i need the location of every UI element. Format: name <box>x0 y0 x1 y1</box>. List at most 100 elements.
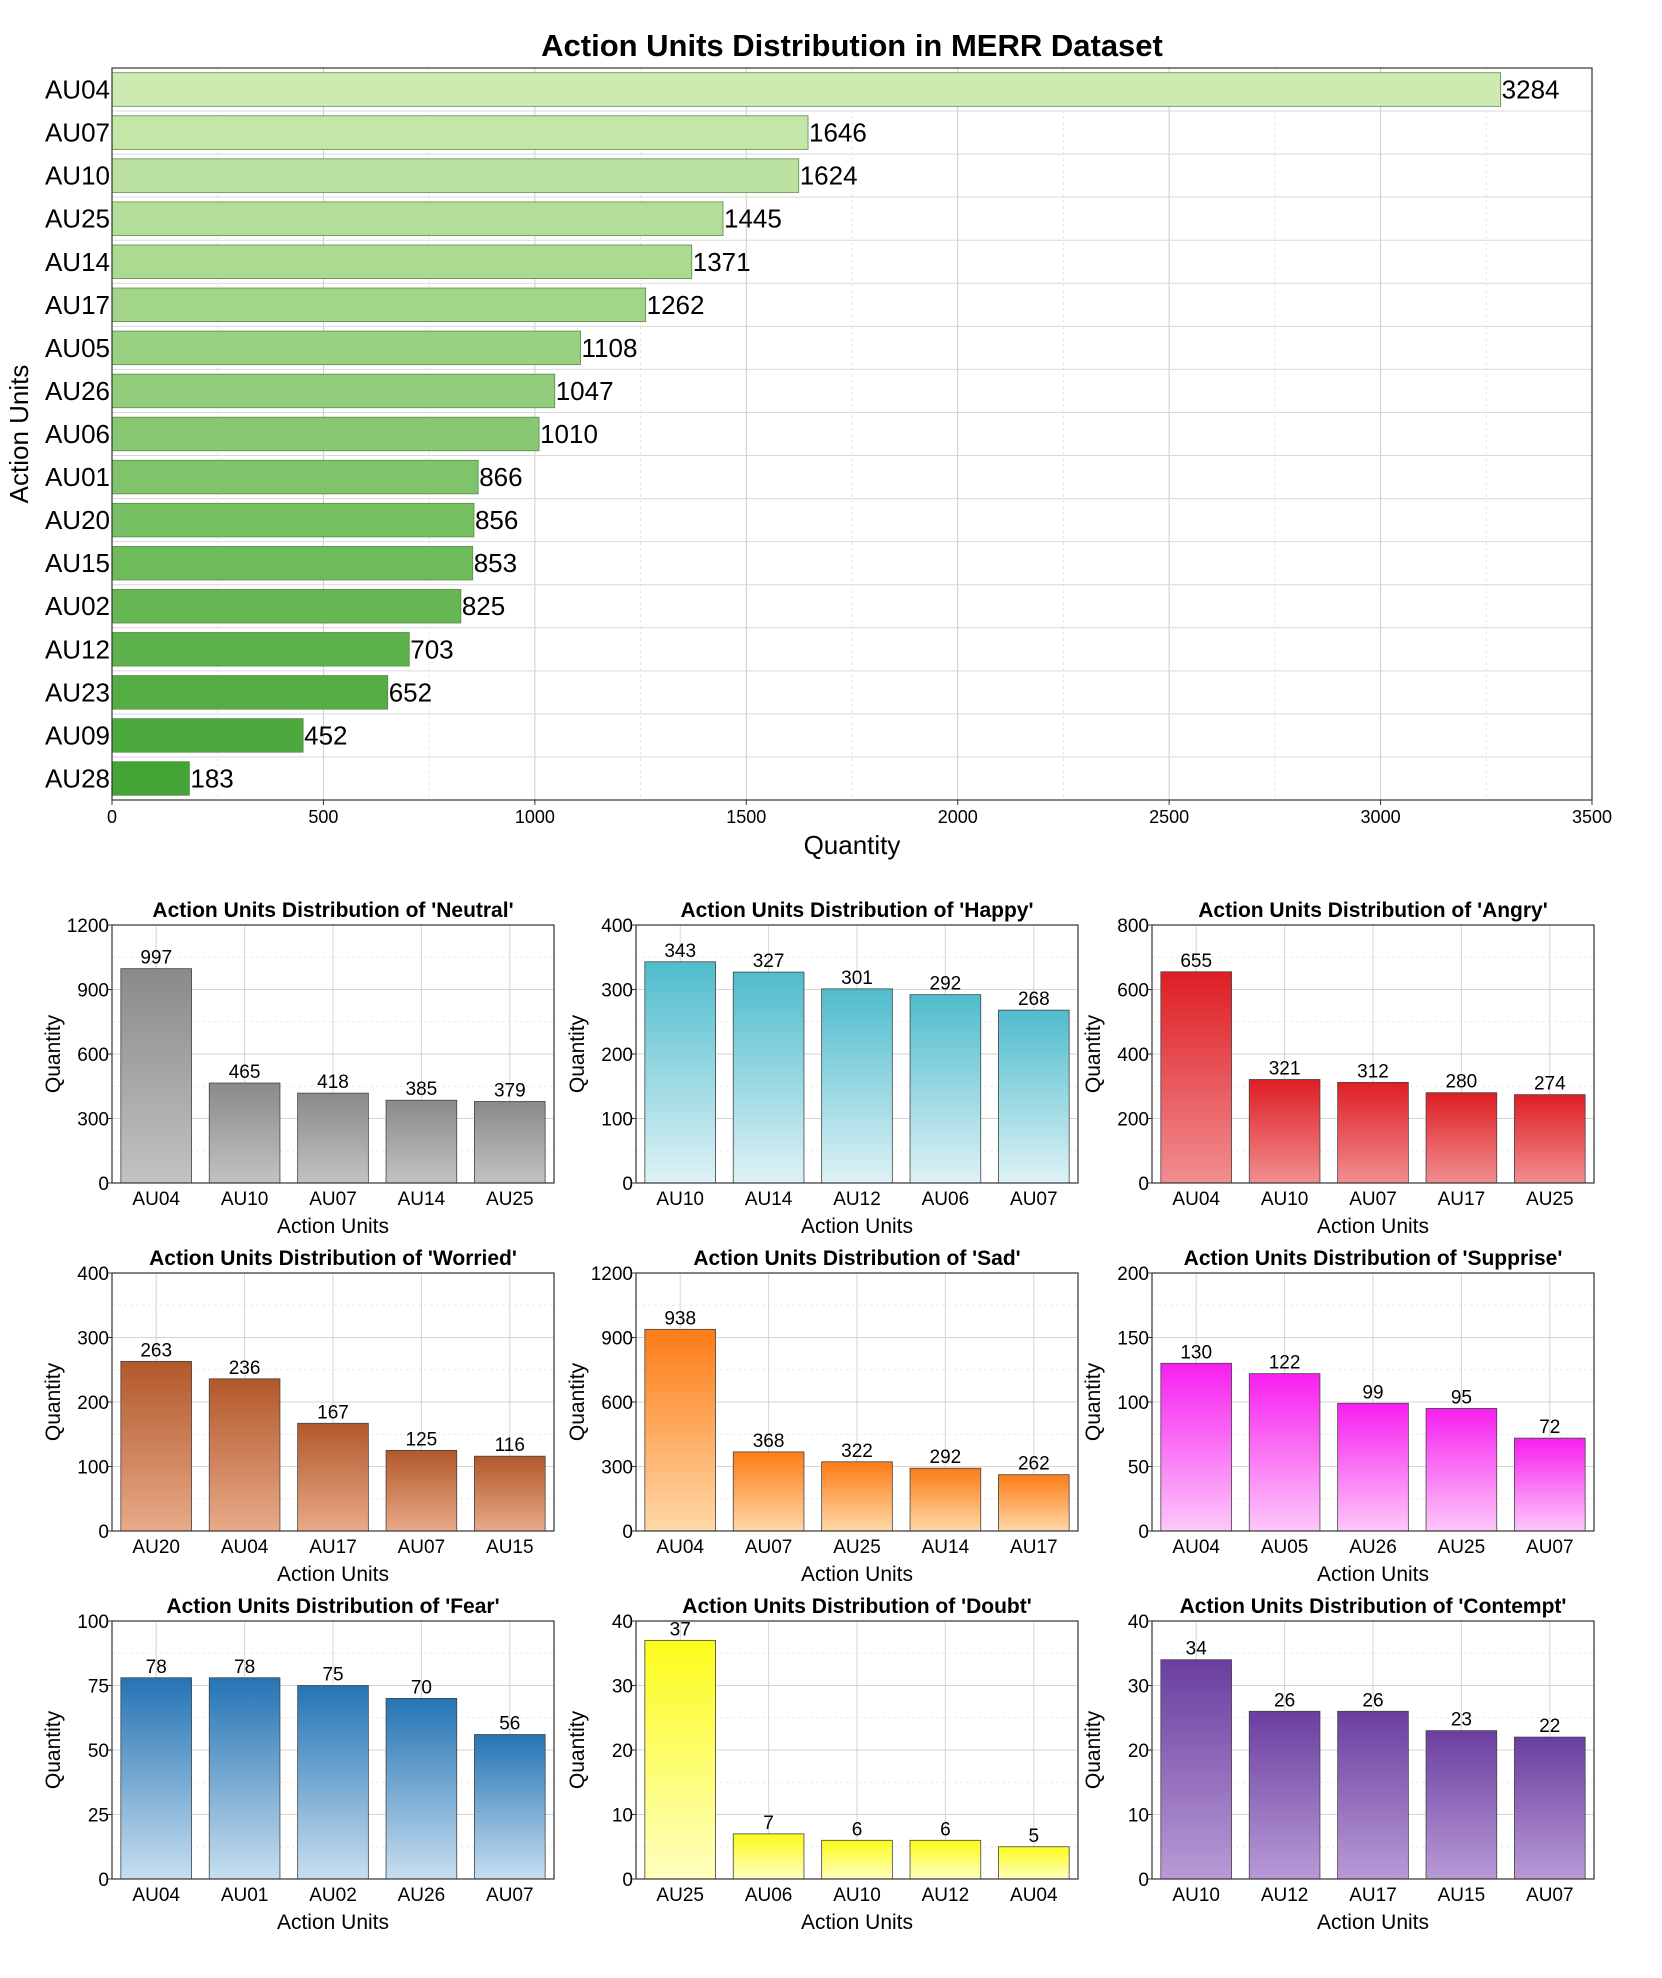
x-tick-label: 1500 <box>726 807 766 827</box>
x-tick-label: AU04 <box>656 1537 704 1558</box>
x-tick-label: 0 <box>107 807 117 827</box>
bar-au25 <box>821 1461 893 1532</box>
bar-value-label: 703 <box>410 634 453 664</box>
subplot-1: Action Units Distribution of 'Neutral' 99… <box>42 899 555 1238</box>
y-axis-label: Quantity <box>566 1014 589 1093</box>
subplot-3: Action Units Distribution of 'Angry' 655 A… <box>1082 899 1595 1238</box>
y-tick-label: 600 <box>77 1045 109 1066</box>
bar-value-label: 274 <box>1534 1074 1566 1095</box>
x-tick-label: AU05 <box>1261 1537 1309 1558</box>
bar-value-label: 1371 <box>693 247 751 277</box>
x-axis-label: Action Units <box>277 1911 389 1934</box>
y-tick-label: AU06 <box>45 419 110 449</box>
y-tick-label: 20 <box>1128 1741 1149 1762</box>
x-tick-label: AU20 <box>132 1537 180 1558</box>
bar-au15 <box>474 1455 546 1532</box>
x-tick-label: AU02 <box>309 1885 357 1906</box>
subplot-title: Action Units Distribution of 'Neutral' <box>152 899 513 922</box>
bar-au12 <box>909 1839 982 1880</box>
y-tick-label: 40 <box>1128 1612 1149 1633</box>
bar-au23 <box>111 675 389 710</box>
bar-au12 <box>111 632 410 667</box>
y-tick-label: AU07 <box>45 118 110 148</box>
y-axis-label: Quantity <box>42 1014 65 1093</box>
bar-au10 <box>208 1082 281 1184</box>
bar-au02 <box>297 1685 369 1880</box>
y-tick-label: 100 <box>601 1110 633 1131</box>
x-axis-label: Action Units <box>801 1563 913 1586</box>
y-tick-label: 0 <box>98 1174 109 1195</box>
bar-au25 <box>1514 1094 1586 1184</box>
y-tick-label: 200 <box>1117 1110 1149 1131</box>
x-tick-label: AU04 <box>1172 1537 1220 1558</box>
bar-value-label: 6 <box>852 1819 863 1840</box>
x-tick-label: AU14 <box>745 1189 793 1210</box>
bar-au25 <box>474 1101 546 1184</box>
x-tick-label: AU07 <box>1526 1885 1574 1906</box>
y-tick-label: 800 <box>1117 916 1149 937</box>
bar-au17 <box>1337 1710 1409 1880</box>
y-tick-label: 10 <box>1128 1806 1149 1827</box>
bar-value-label: 343 <box>664 941 696 962</box>
bar-value-label: 1445 <box>724 204 782 234</box>
bar-value-label: 379 <box>494 1081 526 1102</box>
bar-value-label: 418 <box>317 1072 349 1093</box>
y-tick-label: 400 <box>1117 1045 1149 1066</box>
y-tick-label: 1200 <box>591 1264 633 1285</box>
bar-au07 <box>385 1449 458 1532</box>
y-tick-label: 300 <box>601 981 633 1002</box>
bar-au20 <box>111 502 475 538</box>
bar-au10 <box>111 158 800 193</box>
x-axis-label: Action Units <box>801 1215 913 1238</box>
x-tick-label: AU07 <box>745 1537 793 1558</box>
bar-au06 <box>909 994 982 1184</box>
y-tick-label: AU28 <box>45 763 110 793</box>
x-tick-label: AU26 <box>1349 1537 1397 1558</box>
bar-au25 <box>644 1639 716 1880</box>
x-tick-label: AU10 <box>1261 1189 1309 1210</box>
y-tick-label: 600 <box>601 1393 633 1414</box>
bar-value-label: 292 <box>930 1447 962 1468</box>
bar-value-label: 327 <box>753 951 785 972</box>
subplot-title: Action Units Distribution of 'Doubt' <box>682 1595 1031 1618</box>
bar-value-label: 34 <box>1186 1639 1208 1660</box>
x-tick-label: AU17 <box>1349 1885 1397 1906</box>
subplot-2: Action Units Distribution of 'Happy' 343 A… <box>566 899 1079 1238</box>
bar-au05 <box>111 330 581 366</box>
subplot-9: Action Units Distribution of 'Contempt' 3… <box>1082 1595 1595 1934</box>
x-tick-label: AU07 <box>398 1537 446 1558</box>
y-tick-label: AU15 <box>45 548 110 578</box>
y-tick-label: 0 <box>622 1174 633 1195</box>
y-tick-label: 0 <box>98 1870 109 1891</box>
bar-au15 <box>111 545 474 581</box>
x-tick-label: 2500 <box>1149 807 1189 827</box>
bar-au10 <box>821 1839 893 1880</box>
bar-value-label: 6 <box>940 1819 951 1840</box>
bar-au01 <box>208 1677 281 1880</box>
subplot-4: Action Units Distribution of 'Worried' 26… <box>42 1247 555 1586</box>
y-tick-label: AU26 <box>45 376 110 406</box>
bar-au04 <box>1160 1362 1232 1532</box>
x-tick-label: AU06 <box>745 1885 793 1906</box>
bar-value-label: 825 <box>462 591 505 621</box>
bar-value-label: 26 <box>1362 1690 1383 1711</box>
y-axis-label: Quantity <box>566 1362 589 1441</box>
bar-value-label: 997 <box>140 948 172 969</box>
x-tick-label: AU17 <box>1010 1537 1058 1558</box>
bar-au14 <box>909 1467 982 1532</box>
y-tick-label: 0 <box>1138 1870 1149 1891</box>
bar-au07 <box>111 115 809 150</box>
y-tick-label: 40 <box>612 1612 633 1633</box>
bar-value-label: 263 <box>140 1340 172 1361</box>
subplot-6: Action Units Distribution of 'Supprise' 1… <box>1082 1247 1595 1586</box>
x-tick-label: AU15 <box>486 1537 534 1558</box>
x-tick-label: AU10 <box>1172 1885 1220 1906</box>
x-tick-label: AU10 <box>833 1885 881 1906</box>
bar-value-label: 856 <box>475 505 518 535</box>
x-tick-label: AU04 <box>132 1189 180 1210</box>
y-tick-label: 200 <box>1117 1264 1149 1285</box>
bar-value-label: 3284 <box>1502 75 1560 105</box>
bar-value-label: 78 <box>234 1657 255 1678</box>
bar-value-label: 78 <box>146 1657 167 1678</box>
x-tick-label: AU07 <box>1349 1189 1397 1210</box>
